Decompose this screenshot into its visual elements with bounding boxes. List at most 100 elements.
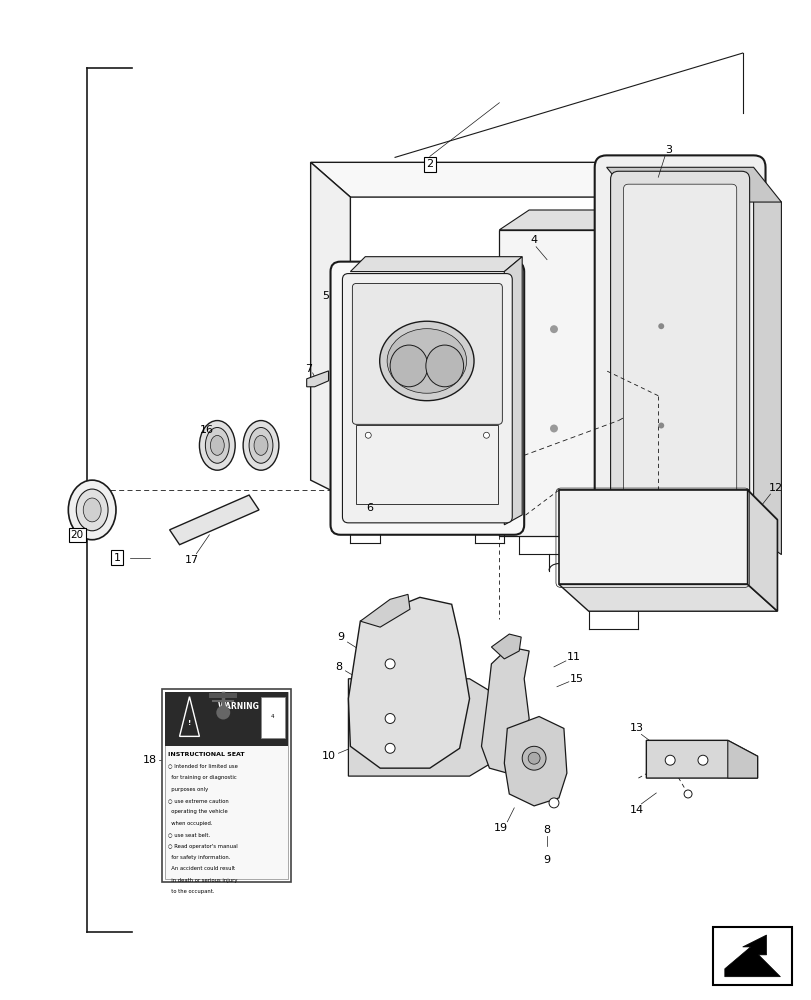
Polygon shape [504,257,521,525]
Ellipse shape [249,427,272,463]
Text: in death or serious injury: in death or serious injury [167,878,237,883]
Polygon shape [311,162,677,197]
Polygon shape [311,162,350,500]
Circle shape [549,425,557,432]
Polygon shape [348,679,499,776]
Bar [165,692,287,879]
Text: ○ Read operator's manual: ○ Read operator's manual [167,844,237,849]
Polygon shape [504,717,566,806]
Circle shape [664,755,674,765]
Polygon shape [558,490,747,584]
Circle shape [527,752,539,764]
Text: 11: 11 [566,652,580,662]
Circle shape [365,432,371,438]
FancyBboxPatch shape [352,283,502,424]
FancyBboxPatch shape [610,171,749,531]
Text: purposes only: purposes only [167,787,208,792]
Text: 17: 17 [184,555,199,565]
Ellipse shape [200,421,235,470]
Text: 9: 9 [543,855,550,865]
Text: 19: 19 [494,823,508,833]
Text: for safety information.: for safety information. [167,855,230,860]
Polygon shape [558,584,776,611]
Polygon shape [307,371,328,387]
Text: to the occupant.: to the occupant. [167,889,214,894]
Text: 12: 12 [767,483,782,493]
Text: !: ! [187,720,191,726]
Text: ○ use extreme caution: ○ use extreme caution [167,798,228,803]
Text: 3: 3 [664,145,671,155]
Ellipse shape [76,489,108,531]
Ellipse shape [205,427,229,463]
Text: when occupied.: when occupied. [167,821,212,826]
Text: 20: 20 [71,530,84,540]
Text: ○ Intended for limited use: ○ Intended for limited use [167,764,238,769]
Polygon shape [606,167,780,202]
Polygon shape [169,495,259,545]
Text: 6: 6 [367,503,373,513]
Circle shape [384,659,395,669]
Ellipse shape [380,321,474,401]
Text: 13: 13 [629,723,642,733]
Polygon shape [348,597,469,768]
Text: 5: 5 [322,291,328,301]
Circle shape [658,423,663,428]
Polygon shape [747,490,776,611]
Text: WARNING: WARNING [218,702,260,711]
Circle shape [658,323,663,329]
Ellipse shape [83,498,101,522]
Polygon shape [727,740,757,778]
Ellipse shape [425,345,463,387]
Text: 8: 8 [543,825,550,835]
Text: 4: 4 [530,235,537,245]
Polygon shape [481,647,529,773]
Polygon shape [724,935,779,977]
Text: 1: 1 [114,553,120,563]
Polygon shape [350,257,521,272]
Polygon shape [616,210,646,536]
Text: 7: 7 [305,364,312,374]
Text: 2: 2 [426,159,433,169]
Ellipse shape [68,480,116,540]
Bar [165,692,287,746]
FancyBboxPatch shape [594,155,765,547]
Circle shape [521,746,545,770]
Bar [161,689,290,882]
Text: 9: 9 [337,632,344,642]
Circle shape [216,706,230,719]
FancyBboxPatch shape [330,262,524,535]
Text: 8: 8 [334,662,341,672]
FancyBboxPatch shape [623,184,736,518]
Text: 16: 16 [200,425,213,435]
Polygon shape [753,182,780,555]
Polygon shape [209,693,237,698]
Circle shape [384,743,395,753]
Text: 4: 4 [271,714,274,719]
Text: 14: 14 [629,805,642,815]
Bar [356,425,498,504]
Polygon shape [360,594,410,627]
Polygon shape [499,210,646,230]
Ellipse shape [242,421,278,470]
Polygon shape [558,490,776,520]
Text: An accident could result: An accident could result [167,866,234,871]
Ellipse shape [254,435,268,455]
Text: operating the vehicle: operating the vehicle [167,809,227,814]
Circle shape [549,325,557,333]
Circle shape [683,790,691,798]
FancyBboxPatch shape [342,274,512,523]
Bar [260,697,285,738]
Polygon shape [499,230,616,536]
Polygon shape [491,634,521,659]
Text: for training or diagnostic: for training or diagnostic [167,775,236,780]
Text: 18: 18 [143,755,157,765]
Bar [712,927,792,985]
Ellipse shape [387,329,466,393]
Ellipse shape [210,435,224,455]
Polygon shape [646,740,757,778]
Circle shape [548,798,558,808]
Ellipse shape [389,345,427,387]
Circle shape [483,432,489,438]
Text: ○ use seat belt.: ○ use seat belt. [167,832,209,837]
Text: INSTRUCTIONAL SEAT: INSTRUCTIONAL SEAT [167,752,244,757]
